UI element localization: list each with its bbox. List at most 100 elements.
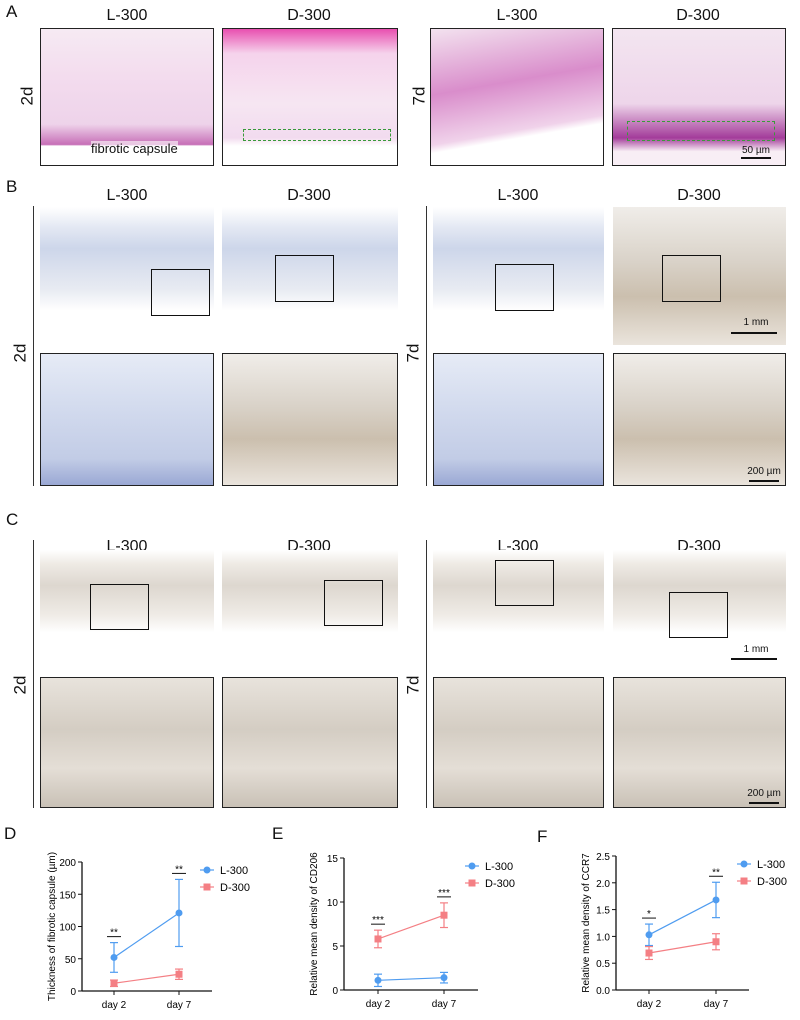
- divider-line: [33, 540, 34, 808]
- legend-marker-D-300: [468, 879, 476, 887]
- scale-bar: [749, 802, 779, 804]
- ccr7-overview-l300-7d: [433, 550, 604, 668]
- y-axis-label-d: Thickness of fibrotic capsule (µm): [47, 852, 58, 1001]
- y-tick-label-d: 50: [65, 955, 77, 966]
- data-point-L-300: [175, 909, 183, 917]
- title-b-d300-7d: D-300: [677, 187, 721, 204]
- scale-bar-label: 1 mm: [743, 644, 769, 655]
- divider-line: [33, 206, 34, 486]
- capsule-dashed-box: [243, 129, 391, 141]
- zoom-region-box: [90, 584, 149, 630]
- zoom-region-box: [151, 269, 210, 316]
- zoom-region-box: [275, 255, 334, 302]
- series-line-D-300: [113, 973, 180, 984]
- he-image-d300-7d: 50 µm: [612, 28, 786, 166]
- series-line-L-300: [648, 899, 717, 936]
- data-point-L-300: [645, 931, 653, 939]
- legend-label-L-300: L-300: [220, 865, 248, 877]
- legend-label-D-300: D-300: [220, 882, 250, 894]
- data-point-D-300: [374, 935, 382, 943]
- data-point-L-300: [712, 896, 720, 904]
- legend-label-L-300: L-300: [485, 861, 513, 873]
- y-tick-label-e: 0: [332, 986, 338, 997]
- y-tick-label-e: 15: [327, 854, 339, 865]
- y-tick-label-d: 100: [59, 923, 76, 934]
- significance-label-f: **: [712, 867, 720, 878]
- significance-label-d: **: [110, 928, 118, 939]
- y-axis-label-e: Relative mean density of CD206: [309, 852, 320, 996]
- panel-label-e: E: [272, 824, 284, 843]
- legend-marker-L-300: [203, 866, 211, 874]
- data-point-L-300: [374, 976, 382, 984]
- zoom-region-box: [495, 560, 554, 606]
- y-tick-label-e: 10: [327, 898, 339, 909]
- he-image-l300-2d: fibrotic capsule: [40, 28, 214, 166]
- y-tick-label-f: 1.5: [596, 906, 610, 917]
- data-point-D-300: [175, 970, 183, 978]
- cd206-zoom-l300-2d: [40, 353, 214, 486]
- legend-marker-D-300: [740, 877, 748, 885]
- cd206-zoom-d300-2d: [222, 353, 398, 486]
- ccr7-overview-l300-2d: [40, 550, 214, 668]
- y-tick-label-f: 0.5: [596, 959, 610, 970]
- cd206-zoom-l300-7d: [433, 353, 604, 486]
- data-point-D-300: [110, 979, 118, 987]
- ccr7-zoom-d300-2d: [222, 677, 398, 808]
- series-line-L-300: [113, 912, 180, 958]
- cd206-overview-l300-7d: [433, 207, 604, 345]
- ccr7-overview-d300-7d: 1 mm: [613, 550, 786, 668]
- significance-label-d: **: [175, 864, 183, 875]
- title-a-l300-7d: L-300: [496, 7, 538, 24]
- panel-label-d: D: [4, 824, 17, 843]
- y-tick-label-e: 5: [332, 942, 338, 953]
- title-b-l300-7d: L-300: [497, 187, 539, 204]
- capsule-dashed-box: [627, 121, 775, 141]
- title-b-d300-2d: D-300: [287, 187, 331, 204]
- title-a-l300-2d: L-300: [106, 7, 148, 24]
- data-point-D-300: [645, 949, 653, 957]
- scale-bar: [749, 480, 779, 482]
- data-point-L-300: [110, 953, 118, 961]
- scale-bar-label: 50 µm: [742, 145, 770, 156]
- y-tick-label-d: 200: [59, 858, 76, 869]
- legend-marker-L-300: [468, 862, 476, 870]
- scale-bar: [731, 332, 777, 334]
- y-tick-label-f: 0.0: [596, 986, 610, 997]
- he-image-d300-2d: [222, 28, 398, 166]
- cd206-overview-l300-2d: [40, 207, 214, 345]
- data-point-D-300: [712, 938, 720, 946]
- panel-label-f: F: [537, 827, 548, 846]
- title-a-d300-7d: D-300: [676, 7, 720, 24]
- x-tick-label-f: day 2: [637, 999, 662, 1010]
- scale-bar-label: 200 µm: [747, 788, 781, 799]
- title-b-l300-2d: L-300: [106, 187, 148, 204]
- x-tick-label-d: day 7: [167, 1000, 192, 1011]
- cd206-overview-d300-2d: [222, 207, 398, 345]
- significance-label-e: ***: [372, 915, 384, 926]
- zoom-region-box: [662, 255, 721, 302]
- zoom-region-box: [669, 592, 728, 638]
- title-a-d300-2d: D-300: [287, 7, 331, 24]
- y-tick-label-d: 0: [70, 987, 76, 998]
- series-line-D-300: [648, 941, 717, 954]
- scale-bar-label: 1 mm: [743, 317, 769, 328]
- divider-line: [426, 540, 427, 808]
- series-line-L-300: [377, 977, 445, 981]
- ccr7-zoom-l300-7d: [433, 677, 604, 808]
- significance-label-f: *: [647, 909, 651, 920]
- ccr7-overview-d300-2d: [222, 550, 398, 668]
- y-tick-label-f: 2.5: [596, 852, 610, 863]
- x-tick-label-d: day 2: [102, 1000, 127, 1011]
- legend-marker-L-300: [740, 860, 748, 868]
- significance-label-e: ***: [438, 888, 450, 899]
- fibrotic-capsule-annotation: fibrotic capsule: [91, 141, 178, 156]
- legend-label-L-300: L-300: [757, 859, 785, 871]
- y-tick-label-f: 1.0: [596, 932, 610, 943]
- y-axis-label-f: Relative mean density of CCR7: [581, 853, 592, 993]
- panel-label-a: A: [6, 2, 18, 21]
- scale-bar: [741, 157, 771, 159]
- data-point-L-300: [440, 974, 448, 982]
- cd206-overview-d300-7d: 1 mm: [613, 207, 786, 345]
